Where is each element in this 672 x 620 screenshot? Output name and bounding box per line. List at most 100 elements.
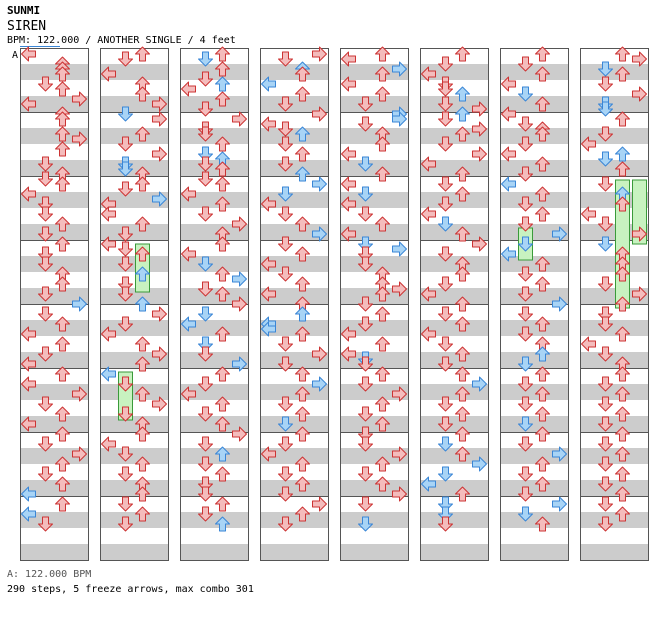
arrow-down <box>438 336 453 352</box>
beat-band <box>260 416 328 432</box>
beat-band <box>420 224 488 240</box>
arrow-up <box>295 146 310 162</box>
beat-band <box>500 256 568 272</box>
arrow-right <box>72 386 87 402</box>
arrow-down <box>198 51 213 67</box>
arrow-down <box>278 336 293 352</box>
arrow-down <box>278 436 293 452</box>
arrow-up <box>375 86 390 102</box>
arrow-left <box>181 386 196 402</box>
beat-band <box>580 544 648 560</box>
arrow-down <box>438 306 453 322</box>
arrow-left <box>21 486 36 502</box>
arrow-up <box>295 216 310 232</box>
arrow-down <box>38 346 53 362</box>
beat-band <box>20 96 88 112</box>
arrow-left <box>101 436 116 452</box>
arrow-up <box>615 406 630 422</box>
arrow-right <box>232 426 247 442</box>
arrow-up <box>135 246 150 262</box>
arrow-up <box>535 476 550 492</box>
beat-band <box>500 96 568 112</box>
arrow-up <box>55 406 70 422</box>
arrow-right <box>312 346 327 362</box>
arrow-up <box>455 346 470 362</box>
beat-band <box>20 448 88 464</box>
footer-bpm: A: 122.000 BPM <box>7 569 92 580</box>
beat-band <box>420 256 488 272</box>
arrow-up <box>295 456 310 472</box>
arrow-down <box>598 396 613 412</box>
arrow-down <box>198 206 213 222</box>
arrow-down <box>358 186 373 202</box>
beat-band <box>580 384 648 400</box>
arrow-up <box>535 456 550 472</box>
arrow-up <box>215 516 230 532</box>
beat-band <box>500 192 568 208</box>
arrow-up <box>295 276 310 292</box>
beat-band <box>20 224 88 240</box>
beat-band <box>180 352 248 368</box>
beat-band <box>340 288 408 304</box>
arrow-left <box>101 366 116 382</box>
chart-column <box>420 48 489 561</box>
arrow-up <box>455 426 470 442</box>
beat-band <box>420 416 488 432</box>
arrow-down <box>358 96 373 112</box>
beat-band <box>500 128 568 144</box>
arrow-up <box>215 326 230 342</box>
beat-band <box>260 544 328 560</box>
beat-band <box>100 544 168 560</box>
arrow-down <box>278 136 293 152</box>
beat-band <box>180 320 248 336</box>
chart-column <box>500 48 569 561</box>
arrow-up <box>615 111 630 127</box>
arrow-down <box>438 111 453 127</box>
arrow-down <box>118 241 133 257</box>
arrow-up <box>215 91 230 107</box>
beat-band <box>340 384 408 400</box>
arrow-up <box>295 246 310 262</box>
arrow-right <box>392 446 407 462</box>
arrow-down <box>278 51 293 67</box>
arrow-right <box>232 216 247 232</box>
arrow-down <box>598 516 613 532</box>
beat-band <box>100 448 168 464</box>
arrow-up <box>295 86 310 102</box>
arrow-up <box>215 366 230 382</box>
arrow-up <box>215 176 230 192</box>
arrow-up <box>375 336 390 352</box>
arrow-right <box>72 296 87 312</box>
arrow-left <box>101 326 116 342</box>
arrow-up <box>535 206 550 222</box>
arrow-right <box>152 191 167 207</box>
beat-band <box>20 64 88 80</box>
arrow-up <box>215 416 230 432</box>
arrow-down <box>518 436 533 452</box>
arrow-down <box>278 356 293 372</box>
arrow-up <box>455 316 470 332</box>
arrow-left <box>501 76 516 92</box>
arrow-up <box>215 61 230 77</box>
arrow-up <box>455 366 470 382</box>
beat-band <box>100 416 168 432</box>
arrow-up <box>535 426 550 442</box>
arrow-down <box>198 156 213 172</box>
arrow-down <box>198 346 213 362</box>
beat-band <box>420 480 488 496</box>
arrow-right <box>312 46 327 62</box>
beat-band <box>100 320 168 336</box>
arrow-left <box>341 326 356 342</box>
arrow-up <box>535 516 550 532</box>
artist-name: SUNMI <box>7 4 41 17</box>
arrow-down <box>38 226 53 242</box>
arrow-right <box>232 296 247 312</box>
beat-band <box>260 96 328 112</box>
arrow-up <box>215 266 230 282</box>
beat-band <box>500 448 568 464</box>
arrow-up <box>295 326 310 342</box>
arrow-left <box>101 206 116 222</box>
beat-band <box>580 192 648 208</box>
arrow-down <box>38 256 53 272</box>
arrow-down <box>198 171 213 187</box>
